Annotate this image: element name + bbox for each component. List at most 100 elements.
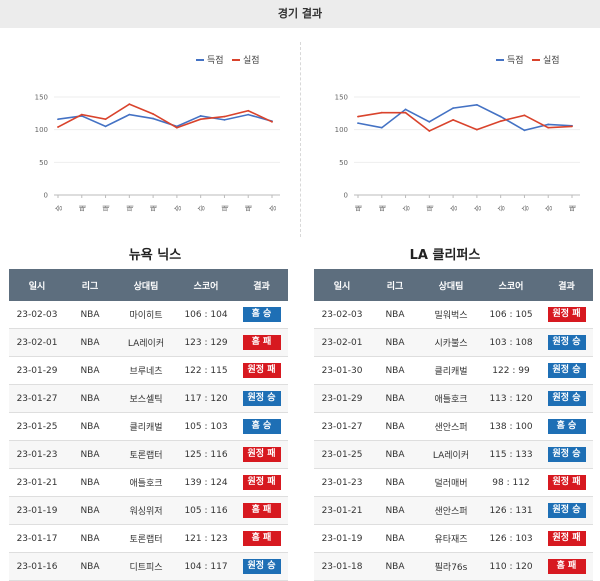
category-label: 패: [244, 205, 253, 211]
data-point: [547, 123, 550, 126]
data-point: [357, 122, 359, 125]
category-label: 승: [474, 204, 482, 211]
column-header: 결과: [540, 269, 593, 301]
cell-result: 원정 승: [235, 384, 288, 413]
cell-league: NBA: [65, 384, 115, 413]
y-tick-label: 150: [35, 94, 48, 102]
cell-date: 23-01-27: [314, 412, 370, 441]
data-point: [571, 125, 573, 128]
cell-date: 23-01-30: [314, 356, 370, 385]
table-row: 23-01-30 NBA 클리캐벌 122 : 99 원정 승: [314, 356, 593, 385]
data-point: [57, 118, 59, 121]
table-row: 23-01-19 NBA 유타재즈 126 : 103 원정 패: [314, 524, 593, 553]
cell-opponent: 필라76s: [420, 552, 482, 581]
cell-opponent: 워싱위저: [115, 496, 177, 525]
cell-result: 원정 승: [540, 496, 593, 525]
cell-league: NBA: [65, 301, 115, 329]
series-line-conceded: [57, 103, 273, 129]
cell-opponent: 밀워벅스: [420, 301, 482, 329]
category-label: 패: [220, 205, 229, 211]
cell-date: 23-02-03: [314, 301, 370, 329]
cell-date: 23-01-16: [9, 552, 65, 581]
cell-date: 23-01-27: [9, 384, 65, 413]
team-title-right: LA 클리퍼스: [409, 248, 481, 263]
data-point: [380, 111, 383, 114]
cell-opponent: 유타재즈: [420, 524, 482, 553]
result-badge: 홈 패: [242, 531, 281, 546]
result-badge: 홈 패: [242, 503, 281, 518]
cell-result: 원정 승: [540, 328, 593, 357]
column-header: 상대팀: [115, 269, 177, 301]
data-point: [223, 118, 226, 121]
data-point: [128, 103, 131, 106]
legend-label: 득점: [207, 54, 224, 66]
page-title: 경기 결과: [0, 0, 600, 28]
cell-opponent: 클리캐벌: [115, 412, 177, 441]
cell-league: NBA: [370, 468, 420, 497]
cell-opponent: 덜러매버: [420, 468, 482, 497]
cell-result: 원정 패: [235, 468, 288, 497]
data-point: [380, 126, 383, 129]
table-row: 23-02-03 NBA 밀워벅스 106 : 105 원정 패: [314, 301, 593, 329]
table-row: 23-02-03 NBA 마이히트 106 : 104 홈 승: [9, 301, 288, 329]
table-row: 23-01-21 NBA 애틀호크 139 : 124 원정 패: [9, 468, 288, 497]
category-label: 승: [521, 204, 529, 211]
cell-opponent: 샌안스퍼: [420, 496, 482, 525]
legend-label: 득점: [507, 54, 524, 66]
cell-opponent: 애틀호크: [115, 468, 177, 497]
cell-date: 23-02-01: [314, 328, 370, 357]
cell-result: 원정 승: [235, 552, 288, 581]
cell-league: NBA: [370, 412, 420, 441]
category-label: 승: [403, 204, 411, 211]
cell-date: 23-01-17: [9, 524, 65, 553]
legend-label: 실점: [243, 54, 260, 66]
cell-score: 117 : 120: [177, 384, 235, 413]
table-row: 23-01-16 NBA 디트피스 104 : 117 원정 승: [9, 552, 288, 581]
result-badge: 원정 패: [242, 447, 281, 462]
result-badge: 원정 승: [547, 335, 586, 350]
table-row: 23-01-25 NBA LA레이커 115 : 133 원정 승: [314, 440, 593, 469]
category-label: 패: [354, 205, 363, 211]
data-point: [499, 120, 502, 123]
table-row: 23-01-29 NBA 브루네츠 122 : 115 원정 패: [9, 356, 288, 385]
result-badge: 홈 패: [242, 335, 281, 350]
series-line-score: [357, 104, 573, 132]
result-badge: 홈 승: [242, 307, 281, 322]
table-row: 23-02-01 NBA 시카불스 103 : 108 원정 승: [314, 328, 593, 357]
cell-date: 23-02-01: [9, 328, 65, 357]
cell-league: NBA: [370, 328, 420, 357]
data-point: [175, 126, 178, 129]
data-point: [247, 109, 250, 112]
data-point: [152, 117, 155, 120]
y-tick-label: 50: [339, 159, 348, 167]
data-point: [452, 118, 455, 121]
cell-result: 원정 승: [540, 384, 593, 413]
cell-league: NBA: [370, 552, 420, 581]
y-tick-label: 100: [35, 126, 48, 134]
table-row: 23-01-27 NBA 샌안스퍼 138 : 100 홈 승: [314, 412, 593, 441]
result-badge: 원정 승: [547, 503, 586, 518]
result-badge: 원정 패: [242, 363, 281, 378]
result-badge: 원정 패: [547, 531, 586, 546]
cell-result: 원정 승: [540, 440, 593, 469]
category-label: 패: [102, 205, 111, 211]
cell-score: 105 : 116: [177, 496, 235, 525]
cell-date: 23-01-23: [9, 440, 65, 469]
cell-score: 110 : 120: [482, 552, 540, 581]
category-label: 승: [545, 204, 553, 211]
data-point: [475, 128, 478, 131]
data-point: [104, 125, 107, 128]
result-badge: 원정 패: [547, 475, 586, 490]
data-point: [104, 118, 107, 121]
table-row: 23-01-18 NBA 필라76s 110 : 120 홈 패: [314, 552, 593, 581]
cell-league: NBA: [65, 328, 115, 357]
cell-date: 23-01-29: [9, 356, 65, 385]
cell-score: 126 : 103: [482, 524, 540, 553]
cell-result: 홈 패: [540, 552, 593, 581]
result-badge: 원정 승: [242, 559, 281, 574]
cell-score: 104 : 117: [177, 552, 235, 581]
data-point: [523, 114, 526, 117]
category-label: 패: [425, 205, 434, 211]
series-line-conceded: [357, 111, 573, 132]
cell-date: 23-01-21: [9, 468, 65, 497]
